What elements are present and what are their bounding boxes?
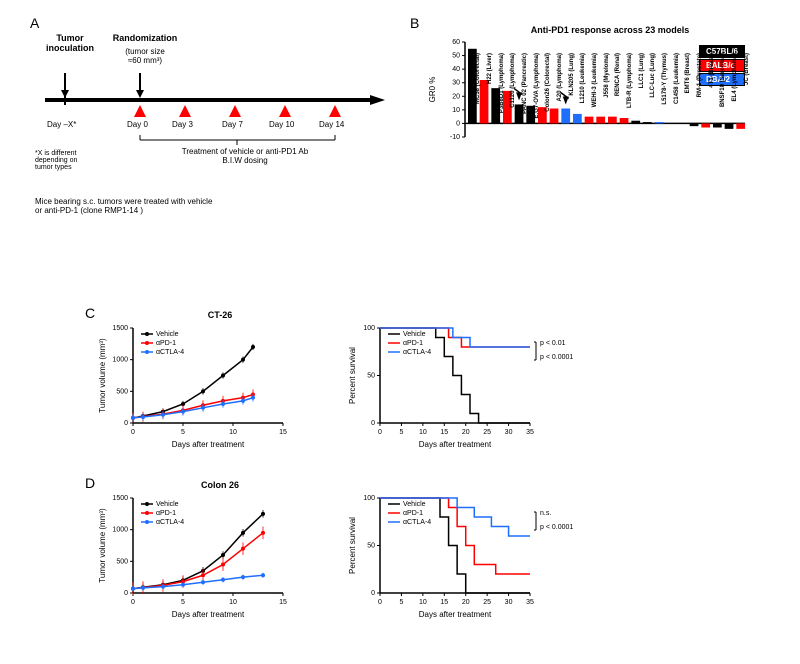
panel-a-container: Tumorinoculation Randomization (tumor si… [35,25,385,225]
randomization-label: Randomization [105,33,185,43]
svg-text:100: 100 [363,495,375,502]
svg-text:50: 50 [367,543,375,550]
svg-text:40: 40 [452,66,460,73]
svg-text:Days after treatment: Days after treatment [419,610,492,619]
svg-text:15: 15 [279,429,287,436]
svg-text:αPD-1: αPD-1 [403,510,423,517]
svg-text:50: 50 [367,373,375,380]
svg-text:αPD-1: αPD-1 [156,340,176,347]
panel-c-container: CT-26 051015050010001500Days after treat… [95,310,695,460]
svg-text:500: 500 [116,558,128,565]
panel-d-title: Colon 26 [150,480,290,490]
svg-text:GR0 %: GR0 % [428,77,437,103]
svg-text:10: 10 [229,429,237,436]
svg-text:αCTLA-4: αCTLA-4 [156,349,184,356]
svg-text:15: 15 [440,429,448,436]
panel-c-label: C [85,305,95,321]
svg-text:30: 30 [505,429,513,436]
svg-text:100: 100 [363,325,375,332]
panel-b-label: B [410,15,419,31]
svg-text:1500: 1500 [112,325,128,332]
svg-text:0: 0 [371,590,375,597]
panel-d-container: Colon 26 051015050010001500Days after tr… [95,480,695,630]
svg-text:10: 10 [229,599,237,606]
svg-text:p < 0.01: p < 0.01 [540,340,566,347]
svg-text:0: 0 [456,120,460,127]
svg-text:Vehicle: Vehicle [156,501,179,508]
svg-text:Percent survival: Percent survival [348,517,357,574]
svg-text:Vehicle: Vehicle [403,501,426,508]
svg-text:0: 0 [378,599,382,606]
svg-text:50: 50 [452,53,460,60]
tumor-inoc-label: Tumorinoculation [40,33,100,53]
svg-text:25: 25 [483,599,491,606]
svg-text:5: 5 [399,429,403,436]
day-14-label: Day 14 [319,120,344,129]
panel-d-growth-chart: 0 5 10 15 0 500 1000 1500 Days after treatment Tu… [95,490,325,630]
svg-text:0: 0 [131,429,135,436]
panel-d-survival-chart: 0 5 10 15 20 25 30 35 0 50 100 Days after treatment… [345,490,605,630]
svg-text:5: 5 [399,599,403,606]
svg-text:20: 20 [462,599,470,606]
panel-d-label: D [85,475,95,491]
svg-text:30: 30 [452,80,460,87]
footnote-x: *X is differentdepending ontumor types [35,150,77,171]
svg-text:0: 0 [371,420,375,427]
panel-b-container: Anti-PD1 response across 23 models -10 0 1… [420,25,760,245]
svg-text:15: 15 [440,599,448,606]
svg-text:10: 10 [452,107,460,114]
svg-text:αCTLA-4: αCTLA-4 [156,519,184,526]
svg-text:0: 0 [131,599,135,606]
svg-text:60: 60 [452,39,460,46]
treatment-label: Treatment of vehicle or anti-PD1 AbB.I.W… [155,147,335,165]
svg-text:Percent survival: Percent survival [348,347,357,404]
day-0-label: Day 0 [127,120,148,129]
svg-text:500: 500 [116,388,128,395]
svg-text:Days after treatment: Days after treatment [172,440,245,449]
day-3-label: Day 3 [172,120,193,129]
svg-text:Vehicle: Vehicle [403,331,426,338]
tumor-size-label: (tumor size≈60 mm³) [110,47,180,65]
svg-text:30: 30 [505,599,513,606]
svg-text:20: 20 [452,93,460,100]
svg-text:Tumor volume (mm³): Tumor volume (mm³) [98,338,107,413]
svg-text:15: 15 [279,599,287,606]
svg-text:1000: 1000 [112,527,128,534]
svg-text:1000: 1000 [112,357,128,364]
svg-text:p < 0.0001: p < 0.0001 [540,524,573,531]
day-x-label: Day –X* [47,120,76,129]
svg-text:αCTLA-4: αCTLA-4 [403,349,431,356]
svg-text:Days after treatment: Days after treatment [172,610,245,619]
svg-text:10: 10 [419,429,427,436]
svg-text:αPD-1: αPD-1 [403,340,423,347]
svg-text:Vehicle: Vehicle [156,331,179,338]
svg-text:35: 35 [526,599,534,606]
panel-c-title: CT-26 [150,310,290,320]
svg-text:0: 0 [124,420,128,427]
day-10-label: Day 10 [269,120,294,129]
svg-text:20: 20 [462,429,470,436]
svg-text:0: 0 [378,429,382,436]
svg-text:35: 35 [526,429,534,436]
svg-text:Days after treatment: Days after treatment [419,440,492,449]
panel-b-title: Anti-PD1 response across 23 models [480,25,740,35]
svg-text:0: 0 [124,590,128,597]
svg-text:Tumor volume (mm³): Tumor volume (mm³) [98,508,107,583]
svg-text:αPD-1: αPD-1 [156,510,176,517]
panel-c-growth-chart: 0 5 10 15 0 500 1000 1500 Days after treatment Tu… [95,320,325,460]
svg-text:1500: 1500 [112,495,128,502]
svg-text:-10: -10 [450,134,460,141]
day-7-label: Day 7 [222,120,243,129]
svg-text:25: 25 [483,429,491,436]
svg-text:p < 0.0001: p < 0.0001 [540,354,573,361]
panel-c-survival-chart: 0 5 10 15 20 25 30 35 0 50 100 Days after treatment… [345,320,605,460]
svg-text:αCTLA-4: αCTLA-4 [403,519,431,526]
svg-text:10: 10 [419,599,427,606]
caption-text: Mice bearing s.c. tumors were treated wi… [35,197,335,215]
svg-text:n.s.: n.s. [540,510,551,517]
svg-text:5: 5 [181,599,185,606]
svg-text:5: 5 [181,429,185,436]
